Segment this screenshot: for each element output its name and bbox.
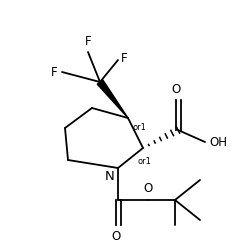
Text: O: O — [171, 83, 180, 96]
Text: F: F — [51, 66, 58, 78]
Text: O: O — [143, 182, 152, 195]
Text: or1: or1 — [132, 124, 146, 132]
Text: F: F — [84, 35, 91, 48]
Text: OH: OH — [208, 136, 226, 148]
Text: O: O — [111, 230, 120, 243]
Text: N: N — [105, 170, 115, 182]
Text: or1: or1 — [138, 158, 151, 166]
Text: F: F — [120, 52, 127, 64]
Polygon shape — [97, 80, 128, 118]
